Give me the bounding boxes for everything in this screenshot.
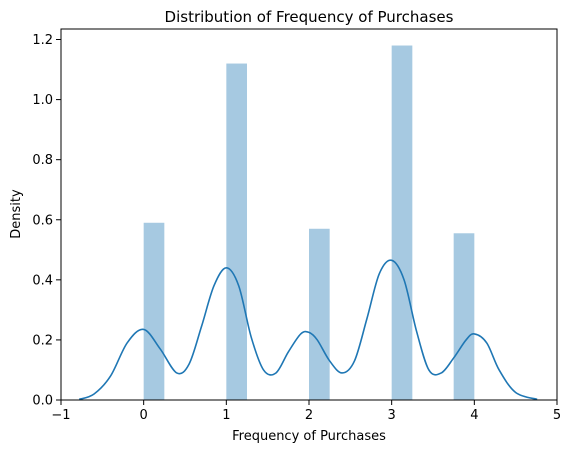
histogram-bar-4 xyxy=(453,233,475,400)
histogram-bar-0 xyxy=(143,222,165,400)
x-tick-label: 4 xyxy=(470,408,478,423)
x-tick-label: 5 xyxy=(553,408,561,423)
histogram-bar-1 xyxy=(226,63,247,400)
y-tick-label: 1.0 xyxy=(32,93,53,108)
histogram-bar-3 xyxy=(391,45,413,400)
chart-title: Distribution of Frequency of Purchases xyxy=(165,8,454,26)
y-tick-label: 0.8 xyxy=(32,153,53,168)
kde-curve xyxy=(78,259,538,401)
y-tick-label: 0.4 xyxy=(32,273,53,288)
x-tick-label: −1 xyxy=(51,408,70,423)
histogram-bars xyxy=(143,45,475,400)
x-tick-label: 0 xyxy=(140,408,148,423)
x-tick-label: 2 xyxy=(305,408,313,423)
x-tick-label: 3 xyxy=(388,408,396,423)
histogram-bar-2 xyxy=(309,228,330,400)
y-tick-label: 0.0 xyxy=(32,394,53,409)
y-tick-label: 0.2 xyxy=(32,333,53,348)
y-axis-ticks: 0.0 0.2 0.4 0.6 0.8 1.0 1.2 xyxy=(32,33,61,409)
x-axis-ticks: −1 0 1 2 3 4 5 xyxy=(51,400,561,423)
x-tick-label: 1 xyxy=(222,408,230,423)
y-axis-label: Density xyxy=(9,189,24,239)
y-tick-label: 0.6 xyxy=(32,213,53,228)
y-tick-label: 1.2 xyxy=(32,33,53,48)
x-axis-label: Frequency of Purchases xyxy=(232,429,386,444)
